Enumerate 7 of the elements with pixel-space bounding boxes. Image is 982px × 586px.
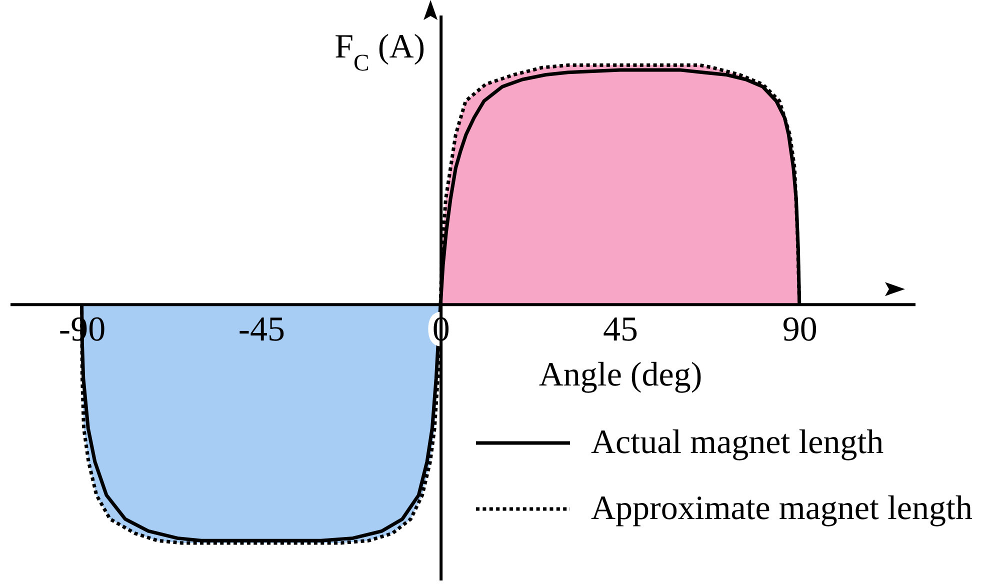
legend-label: Actual magnet length: [591, 424, 884, 461]
x-tick-label: 45: [602, 310, 638, 349]
x-tick-label: 90: [782, 310, 818, 349]
x-tick-label: -45: [238, 310, 285, 349]
legend-label: Approximate magnet length: [591, 490, 972, 527]
y-axis-title: F$_{C}$ (A): [334, 28, 426, 76]
x-axis-title: Angle (deg): [538, 356, 702, 394]
